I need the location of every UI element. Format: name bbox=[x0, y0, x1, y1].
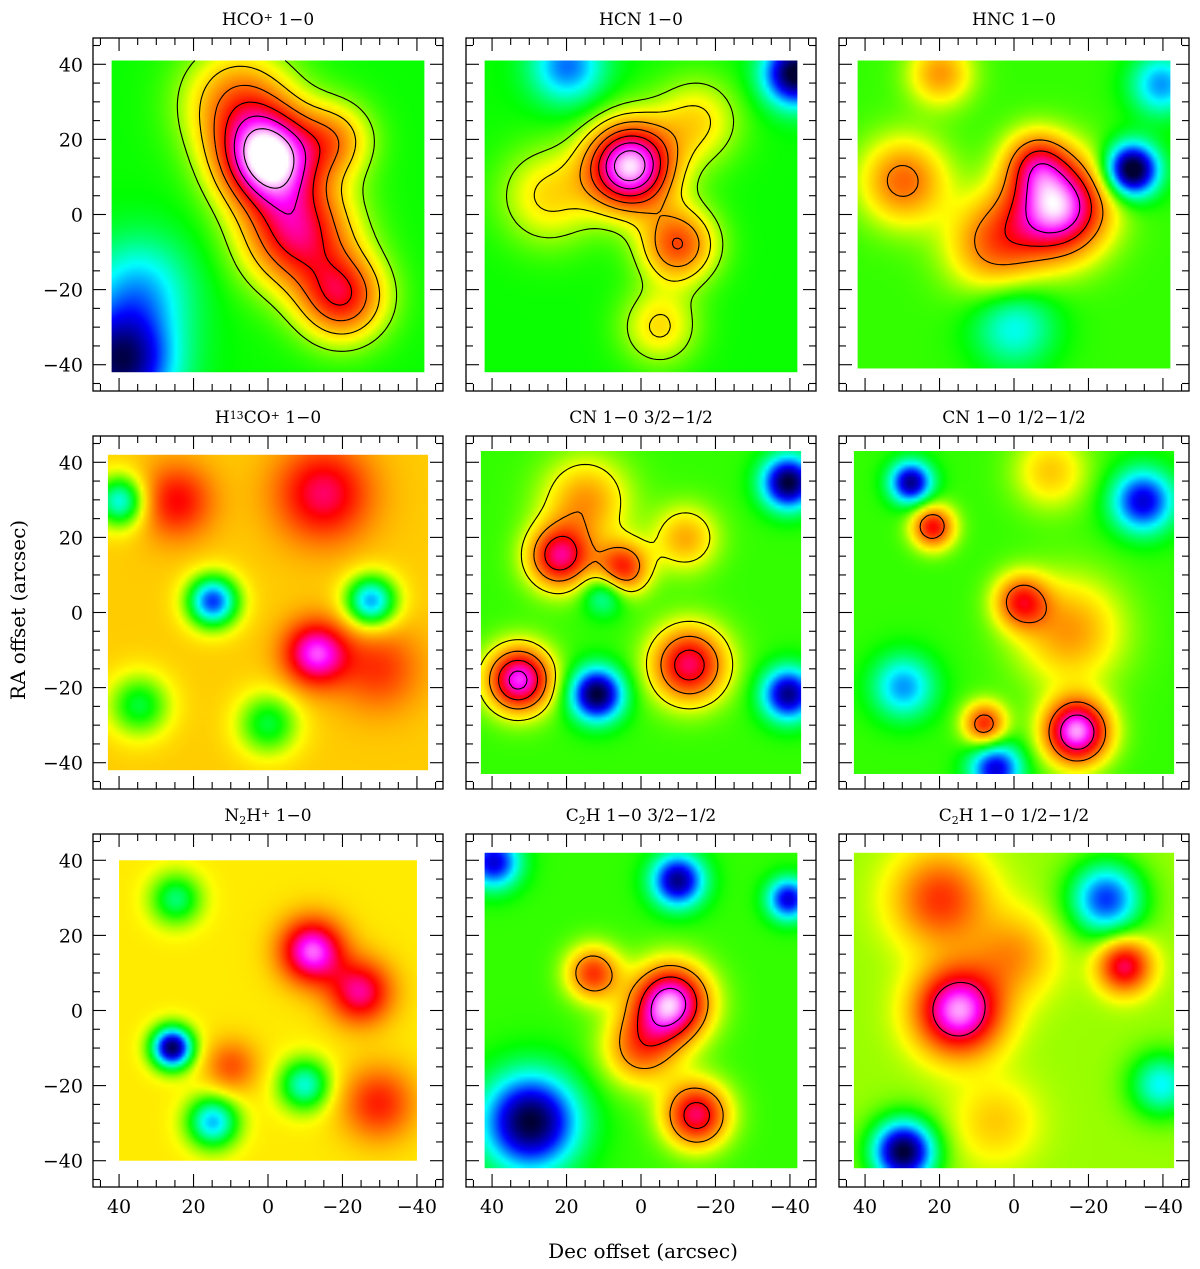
contour-line bbox=[480, 463, 734, 722]
contour-line bbox=[488, 511, 719, 710]
panel-2: HCN 1−0 HCN 1−0 bbox=[465, 10, 817, 392]
heatmap-image bbox=[853, 852, 1175, 1169]
panel-6: CN 1−0 1/2−1/2 CN 1−0 1/2−1/2 bbox=[838, 408, 1190, 790]
y-tick-label: 40 bbox=[59, 850, 83, 872]
panel-title: C₂H 1−0 3/2−1/2C2H 1−0 3/2−1/2 bbox=[566, 806, 717, 827]
contour-line bbox=[919, 514, 1107, 762]
x-tick-label: −40 bbox=[770, 1196, 810, 1218]
tick-marks bbox=[93, 38, 443, 391]
y-tick-label: 20 bbox=[59, 129, 83, 151]
x-tick-label: 20 bbox=[927, 1196, 951, 1218]
panel-3: HNC 1−0 HNC 1−0 bbox=[838, 10, 1190, 392]
contour-line bbox=[176, 60, 398, 352]
x-tick-label: 0 bbox=[635, 1196, 647, 1218]
contour-line bbox=[505, 82, 735, 361]
heatmap-image bbox=[107, 454, 429, 771]
contour-line bbox=[497, 535, 705, 701]
panel-9: 40 20 0 −20 −40 C₂H 1−0 1/2−1/2C2H 1−0 1/2−1/… bbox=[838, 806, 1190, 1218]
contour-line bbox=[598, 135, 662, 197]
x-tick-label: −20 bbox=[1068, 1196, 1108, 1218]
heatmap-image bbox=[484, 60, 798, 373]
x-tick-label: −20 bbox=[695, 1196, 735, 1218]
panel-title: CN 1−0 1/2−1/2 CN 1−0 1/2−1/2 bbox=[942, 408, 1086, 428]
x-tick-label: 0 bbox=[1008, 1196, 1020, 1218]
y-axis-label: RA offset (arcsec) bbox=[6, 520, 30, 700]
tick-marks bbox=[839, 38, 1189, 391]
heatmap-image bbox=[111, 60, 425, 373]
contour-line bbox=[636, 976, 711, 1129]
x-tick-label: 20 bbox=[554, 1196, 578, 1218]
x-tick-label: −40 bbox=[397, 1196, 437, 1218]
panel-5: CN 1−0 3/2−1/2 CN 1−0 3/2−1/2 bbox=[465, 408, 817, 790]
contour-line bbox=[233, 115, 307, 215]
y-tick-label: −40 bbox=[43, 355, 83, 377]
panel-8: 40 20 0 −20 −40 C₂H 1−0 3/2−1/2C2H 1−0 3/2−1/… bbox=[465, 806, 817, 1218]
contour-line bbox=[1025, 163, 1081, 234]
y-tick-label: −40 bbox=[43, 1151, 83, 1173]
y-tick-label: −20 bbox=[43, 1076, 83, 1098]
x-tick-label: 40 bbox=[107, 1196, 131, 1218]
y-tick-label: −40 bbox=[43, 753, 83, 775]
contour-line bbox=[932, 981, 986, 1037]
contour-line bbox=[575, 955, 724, 1143]
contour-line bbox=[243, 128, 295, 189]
y-tick-label: −20 bbox=[43, 678, 83, 700]
tick-marks bbox=[839, 834, 1189, 1187]
y-tick-label: −20 bbox=[43, 280, 83, 302]
y-tick-label: 20 bbox=[59, 925, 83, 947]
panel-title: HNC 1−0 HNC 1−0 bbox=[972, 10, 1056, 30]
heatmap-image bbox=[480, 451, 802, 774]
contour-line bbox=[224, 101, 353, 306]
contour-line bbox=[1060, 714, 1095, 750]
tick-marks bbox=[466, 834, 816, 1187]
contour-line bbox=[886, 139, 1104, 266]
x-tick-label: −40 bbox=[1143, 1196, 1183, 1218]
heatmap-image bbox=[484, 852, 798, 1169]
heatmap-image bbox=[857, 60, 1171, 369]
tick-marks bbox=[839, 436, 1189, 789]
panel-title: CN 1−0 3/2−1/2 CN 1−0 3/2−1/2 bbox=[569, 408, 713, 428]
tick-marks bbox=[466, 38, 816, 391]
y-tick-label: 40 bbox=[59, 54, 83, 76]
x-tick-label: 0 bbox=[262, 1196, 274, 1218]
tick-marks bbox=[466, 436, 816, 789]
contour-line bbox=[213, 84, 368, 322]
contour-line bbox=[508, 670, 528, 690]
y-tick-label: 20 bbox=[59, 527, 83, 549]
tick-marks bbox=[93, 436, 443, 789]
y-tick-label: 0 bbox=[71, 603, 83, 625]
contour-line bbox=[605, 142, 654, 190]
tick-marks bbox=[93, 834, 443, 1187]
x-tick-label: −20 bbox=[322, 1196, 362, 1218]
contour-line bbox=[613, 150, 646, 182]
contour-line bbox=[579, 121, 700, 268]
heatmap-image bbox=[119, 860, 417, 1161]
x-tick-label: 40 bbox=[480, 1196, 504, 1218]
contour-line bbox=[198, 65, 381, 335]
y-tick-label: 0 bbox=[71, 205, 83, 227]
x-tick-label: 40 bbox=[853, 1196, 877, 1218]
x-tick-label: 20 bbox=[181, 1196, 205, 1218]
contour-line bbox=[533, 105, 712, 338]
x-axis-label: Dec offset (arcsec) bbox=[548, 1239, 738, 1263]
contour-line bbox=[650, 987, 687, 1027]
y-tick-label: 0 bbox=[71, 1001, 83, 1023]
heatmap-image bbox=[853, 451, 1175, 774]
y-tick-label: 40 bbox=[59, 452, 83, 474]
contour-line bbox=[1004, 150, 1092, 247]
panel-title: HCN 1−0 HCN 1−0 bbox=[599, 10, 683, 30]
contour-line bbox=[590, 128, 684, 250]
panel-title: C₂H 1−0 1/2−1/2C2H 1−0 1/2−1/2 bbox=[939, 806, 1090, 827]
